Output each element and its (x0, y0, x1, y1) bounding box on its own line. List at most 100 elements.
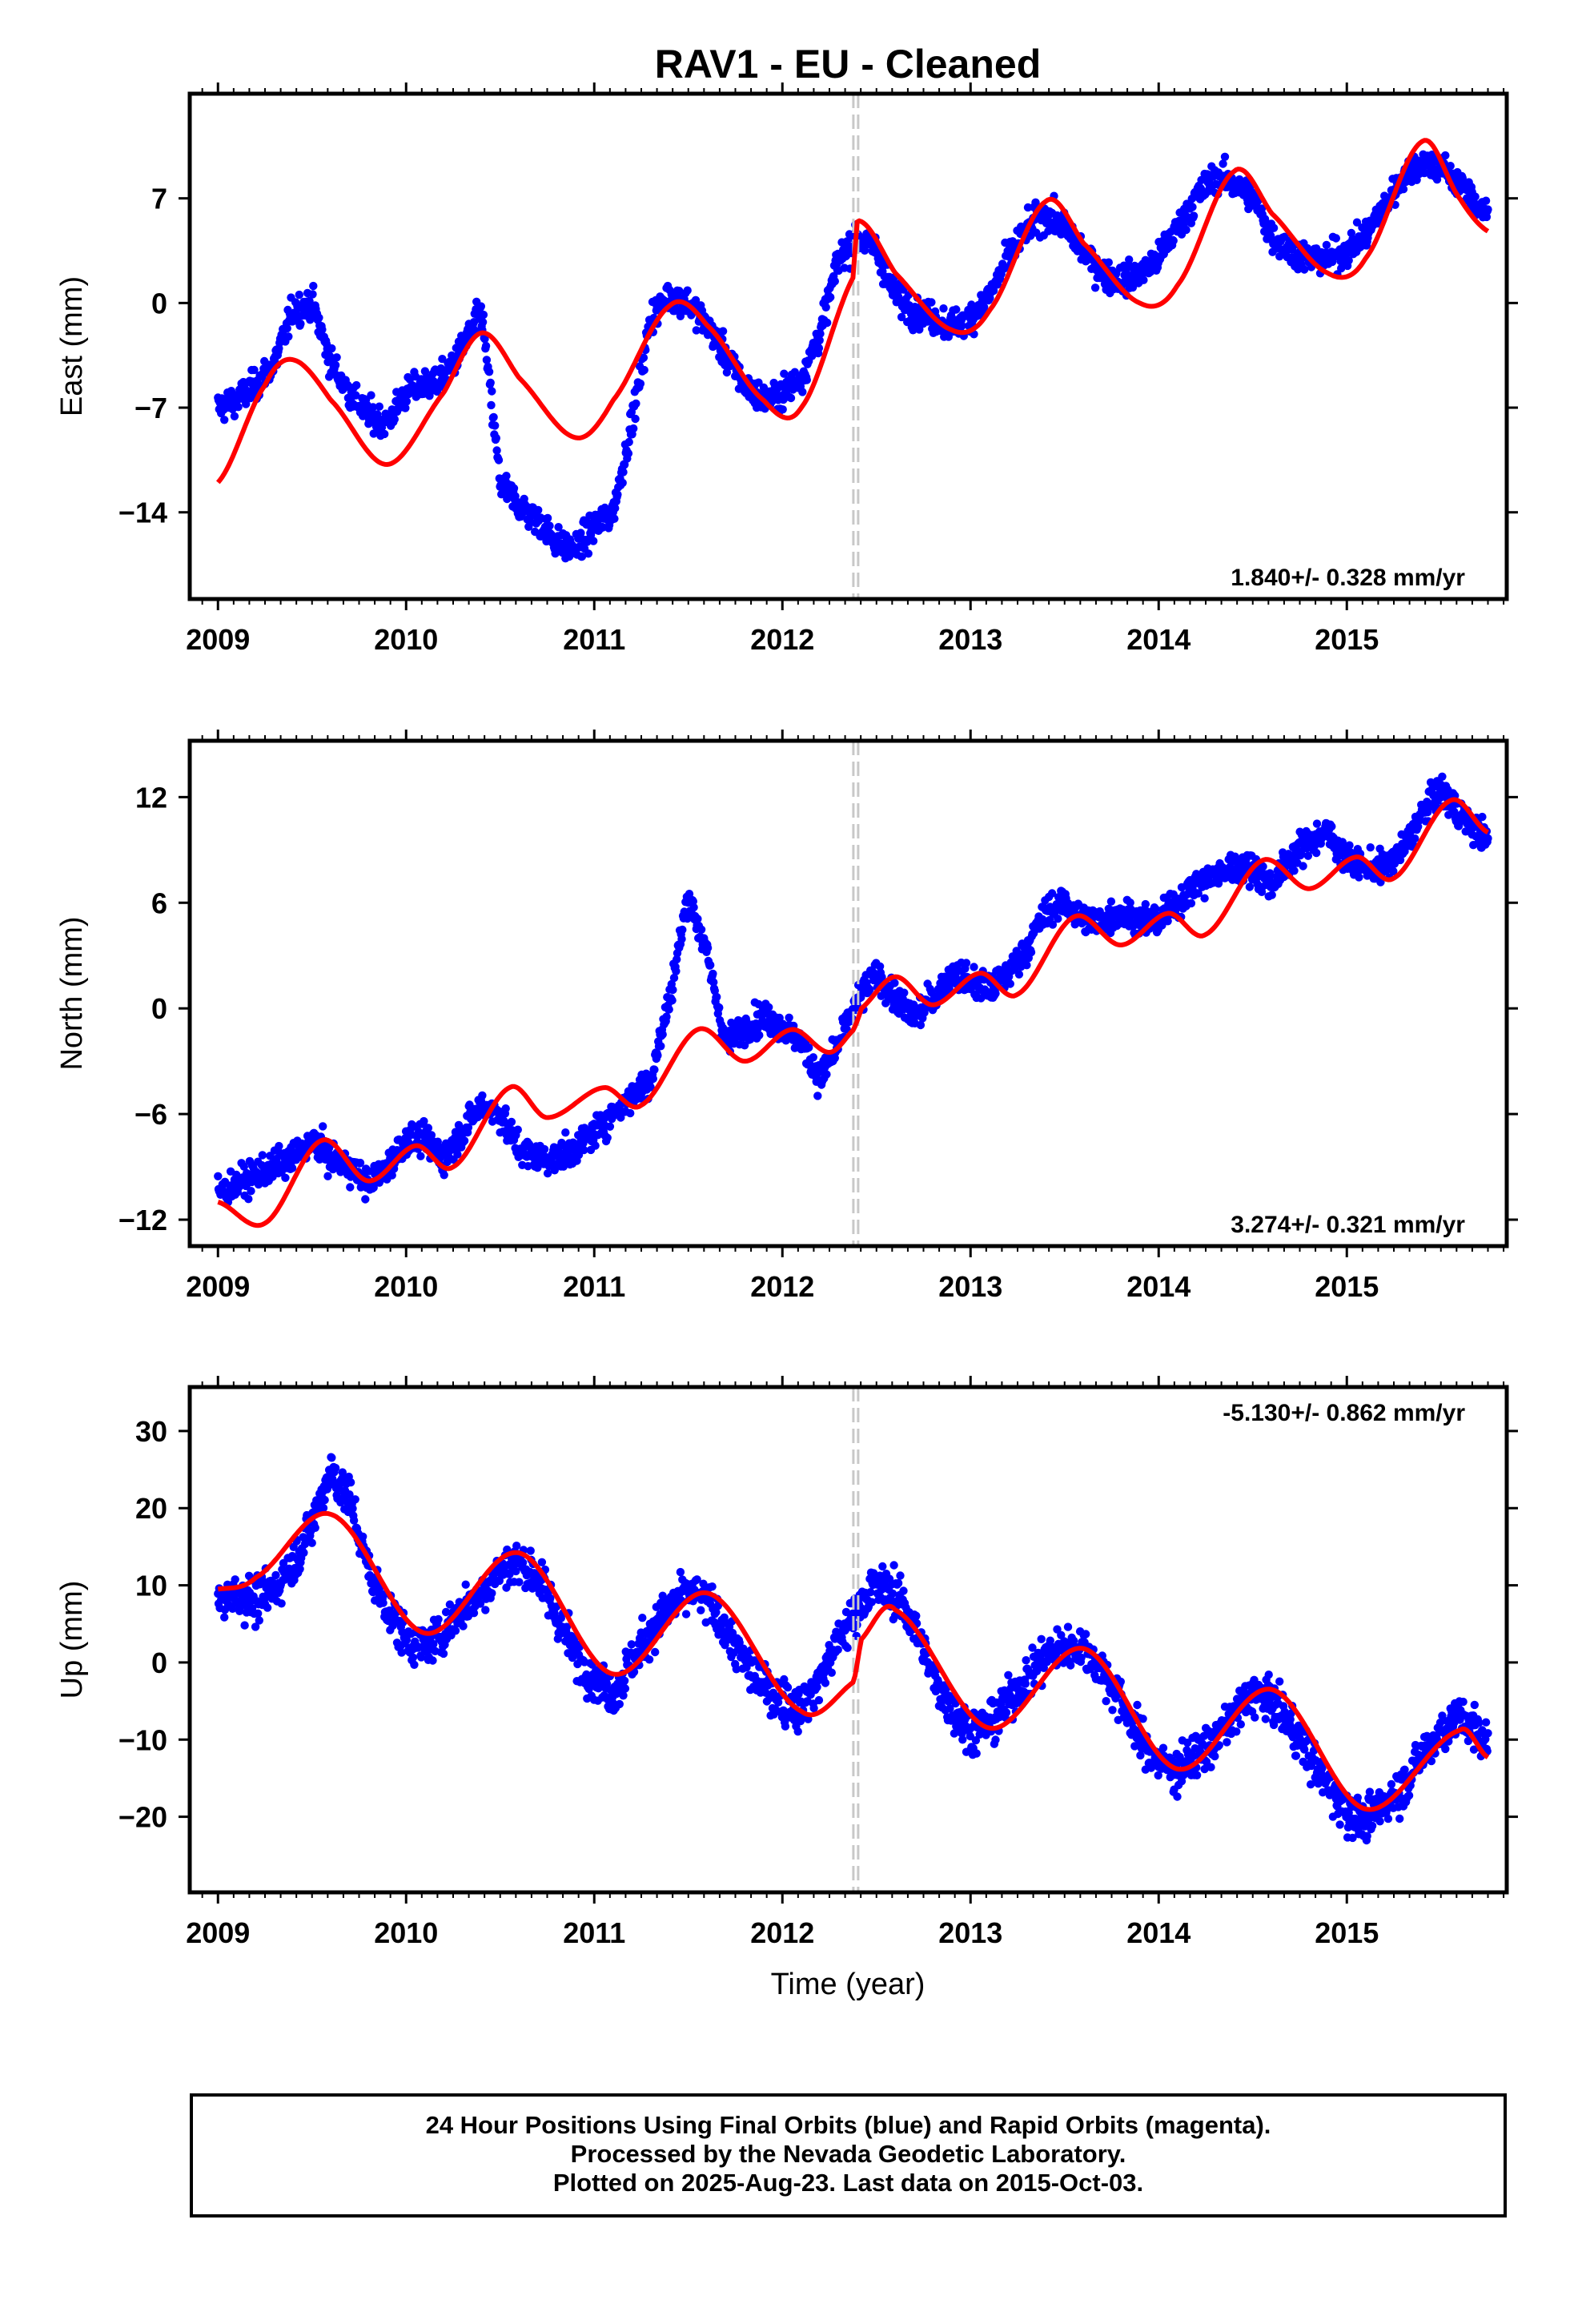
data-point (1299, 862, 1307, 870)
data-point (315, 313, 323, 322)
data-point (1090, 283, 1100, 292)
data-point (962, 959, 971, 967)
data-point (1322, 240, 1331, 250)
data-point (440, 1171, 448, 1180)
data-point (683, 286, 692, 295)
x-tick-label: 2009 (186, 1270, 250, 1303)
data-point (491, 421, 500, 430)
data-point (234, 403, 243, 412)
data-point (231, 1575, 239, 1584)
data-point (805, 1043, 813, 1052)
data-point (258, 1151, 267, 1160)
data-point (640, 365, 648, 375)
plot-area (214, 94, 1492, 599)
data-point (577, 552, 587, 561)
data-point (631, 414, 640, 424)
data-point (653, 1051, 662, 1060)
data-point (478, 1091, 487, 1100)
data-point (554, 523, 563, 532)
data-point (1141, 899, 1150, 909)
data-point (308, 290, 317, 299)
plot-frame (187, 91, 1509, 601)
data-point (821, 303, 830, 312)
panels: 2009 2010 2011 2012 2013 2014 2015−14−707East … (55, 82, 1518, 1949)
data-point (488, 387, 496, 396)
data-point (722, 368, 732, 377)
data-point (611, 504, 620, 513)
data-point (765, 1003, 773, 1012)
data-point (822, 1070, 831, 1079)
data-point (319, 1503, 328, 1513)
data-point (254, 1609, 263, 1618)
data-point (980, 303, 989, 312)
data-point (662, 1012, 671, 1021)
data-point (250, 365, 259, 375)
data-point (410, 1660, 419, 1669)
data-point (299, 1548, 308, 1558)
data-point (658, 1030, 667, 1039)
data-point (287, 1164, 297, 1172)
data-point (283, 324, 291, 333)
data-point (672, 967, 681, 976)
data-point (1200, 894, 1209, 903)
data-point (1006, 979, 1015, 988)
data-point (709, 978, 718, 987)
rate-label: 3.274+/- 0.321 mm/yr (1231, 1212, 1465, 1238)
data-point (295, 290, 303, 300)
data-point (387, 1171, 396, 1180)
data-point (1312, 848, 1321, 858)
data-point (576, 529, 585, 537)
data-point (1054, 915, 1062, 923)
data-point (1169, 236, 1178, 245)
data-point (309, 281, 318, 291)
data-point (897, 312, 906, 322)
data-point (367, 391, 375, 400)
data-point (646, 1083, 655, 1092)
data-point (1206, 179, 1215, 189)
data-point (1484, 834, 1492, 843)
data-point (802, 376, 811, 384)
data-point (1128, 283, 1138, 292)
data-point (610, 514, 619, 523)
data-point (331, 360, 340, 370)
data-point (939, 304, 948, 313)
data-point (509, 484, 519, 493)
data-point (346, 1478, 355, 1487)
data-point (515, 1578, 524, 1586)
data-point (247, 1187, 255, 1196)
data-point (580, 1145, 588, 1155)
observation-points (214, 150, 1492, 563)
data-point (511, 492, 520, 501)
data-point (242, 400, 251, 408)
x-tick-label: 2010 (374, 1270, 438, 1303)
data-point (865, 985, 874, 994)
data-point (348, 1504, 357, 1514)
data-point (718, 327, 728, 336)
data-point (540, 1144, 549, 1154)
y-tick-label: 0 (151, 287, 167, 320)
data-point (351, 391, 360, 400)
data-point (668, 996, 677, 1005)
data-point (355, 1158, 365, 1168)
data-point (239, 1162, 248, 1171)
data-point (798, 388, 807, 396)
data-point (1219, 159, 1227, 168)
panel-north: 2009 2010 2011 2012 2013 2014 2015−12−60612Nor… (55, 730, 1518, 1303)
x-tick-label: 2012 (750, 623, 814, 656)
data-point (813, 1092, 822, 1100)
panel-up: 2009 2010 2011 2012 2013 2014 2015−20−10010203… (55, 1376, 1518, 1949)
data-point (669, 973, 679, 983)
data-point (379, 1598, 387, 1607)
data-point (220, 416, 229, 424)
data-point (361, 1195, 370, 1204)
data-point (465, 1100, 474, 1109)
data-point (320, 1495, 329, 1505)
data-point (1125, 255, 1134, 264)
data-point (613, 490, 622, 499)
data-point (1106, 897, 1116, 906)
data-point (632, 399, 640, 408)
data-point (277, 1599, 286, 1608)
data-point (364, 1167, 373, 1176)
data-point (656, 1042, 665, 1051)
data-point (1345, 841, 1354, 850)
